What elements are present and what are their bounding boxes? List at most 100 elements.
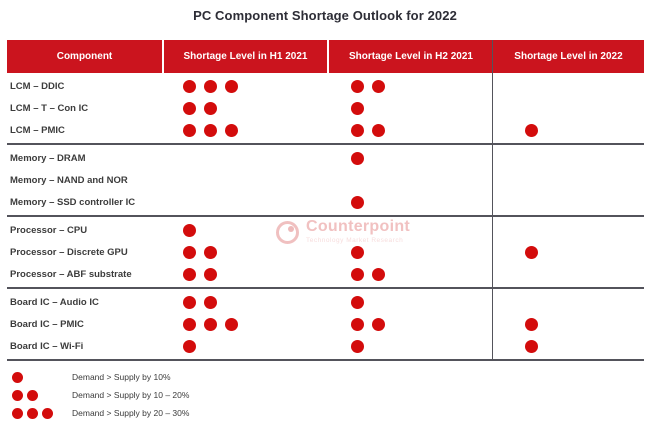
h1-2021-dots-cell (162, 335, 327, 357)
component-label: LCM – PMIC (10, 124, 65, 136)
component-group: Processor – CPU Processor – Discrete GPU P… (7, 217, 644, 289)
in-2022-dots-cell (493, 97, 644, 119)
shortage-dot-icon (204, 245, 217, 259)
shortage-dot-icon (351, 151, 364, 165)
component-label: Memory – DRAM (10, 152, 86, 164)
in-2022-dots-cell (493, 263, 644, 285)
component-label: Processor – CPU (10, 224, 88, 236)
in-2022-dots-cell (493, 75, 644, 97)
component-label: LCM – DDIC (10, 80, 65, 92)
h2-2021-dots-cell (327, 335, 493, 357)
column-header-component: Component (7, 40, 162, 73)
table-row: LCM – DDIC (7, 75, 644, 97)
in-2022-dots-cell (493, 147, 644, 169)
shortage-dot-icon (525, 123, 538, 137)
component-label: Processor – Discrete GPU (10, 246, 128, 258)
shortage-dot-icon (351, 317, 364, 331)
shortage-dot-icon (12, 371, 23, 383)
shortage-dot-icon (42, 407, 53, 419)
h2-2021-dots-cell (327, 97, 493, 119)
h1-2021-dots-cell (162, 147, 327, 169)
component-group: Memory – DRAM Memory – NAND and NOR Memory… (7, 145, 644, 217)
in-2022-dots-cell (493, 191, 644, 213)
h1-2021-dots-cell (162, 313, 327, 335)
shortage-dot-icon (183, 245, 196, 259)
shortage-dot-icon (183, 79, 196, 93)
h2-2021-dots-cell (327, 191, 493, 213)
shortage-dot-icon (372, 317, 385, 331)
shortage-dot-icon (27, 407, 38, 419)
h1-2021-dots-cell (162, 291, 327, 313)
table-row: Board IC – PMIC (7, 313, 644, 335)
in-2022-dots-cell (493, 119, 644, 141)
legend-label: Demand > Supply by 10% (72, 372, 171, 382)
in-2022-dots-cell (493, 313, 644, 335)
h2-2021-dots-cell (327, 313, 493, 335)
shortage-dot-icon (204, 317, 217, 331)
legend-dots-cell (12, 371, 64, 383)
in-2022-dots-cell (493, 291, 644, 313)
h1-2021-dots-cell (162, 263, 327, 285)
shortage-dot-icon (351, 295, 364, 309)
shortage-dot-icon (351, 101, 364, 115)
h2-2021-dots-cell (327, 119, 493, 141)
shortage-dot-icon (372, 79, 385, 93)
column-header-h1-2021: Shortage Level in H1 2021 (162, 40, 327, 73)
legend-dots-cell (12, 389, 64, 401)
h1-2021-dots-cell (162, 169, 327, 191)
shortage-dot-icon (12, 407, 23, 419)
shortage-dot-icon (183, 295, 196, 309)
h1-2021-dots-cell (162, 191, 327, 213)
shortage-dot-icon (183, 317, 196, 331)
shortage-dot-icon (372, 267, 385, 281)
in-2022-dots-cell (493, 241, 644, 263)
shortage-dot-icon (351, 339, 364, 353)
legend-item: Demand > Supply by 20 – 30% (12, 404, 189, 421)
legend-label: Demand > Supply by 20 – 30% (72, 408, 190, 418)
component-label: Memory – SSD controller IC (10, 196, 136, 208)
legend: Demand > Supply by 10% Demand > Supply by… (12, 368, 189, 421)
legend-item: Demand > Supply by 10% (12, 368, 189, 386)
component-label: Board IC – Audio IC (10, 296, 99, 308)
shortage-dot-icon (372, 123, 385, 137)
h2-2021-dots-cell (327, 75, 493, 97)
table-row: Board IC – Audio IC (7, 291, 644, 313)
table-row: Memory – SSD controller IC (7, 191, 644, 213)
legend-label: Demand > Supply by 10 – 20% (72, 390, 190, 400)
shortage-dot-icon (225, 317, 238, 331)
watermark-brand-name: Counterpoint (306, 218, 411, 235)
shortage-dot-icon (183, 101, 196, 115)
in-2022-dots-cell (493, 169, 644, 191)
shortage-dot-icon (12, 389, 23, 401)
shortage-dot-icon (351, 267, 364, 281)
h1-2021-dots-cell (162, 219, 327, 241)
component-group: LCM – DDIC LCM – T – Con IC LCM – PMIC (7, 73, 644, 145)
column-header-h2-2021: Shortage Level in H2 2021 (327, 40, 493, 73)
h2-2021-dots-cell (327, 263, 493, 285)
shortage-dot-icon (183, 223, 196, 237)
h2-2021-dots-cell (327, 147, 493, 169)
shortage-dot-icon (351, 245, 364, 259)
shortage-dot-icon (225, 79, 238, 93)
shortage-dot-icon (204, 123, 217, 137)
h2-2021-dots-cell (327, 291, 493, 313)
shortage-dot-icon (183, 123, 196, 137)
counterpoint-logo-icon (276, 221, 299, 244)
component-group: Board IC – Audio IC Board IC – PMIC Board … (7, 289, 644, 361)
table-row: Processor – ABF substrate (7, 263, 644, 285)
component-label: Board IC – PMIC (10, 318, 84, 330)
shortage-table: Component Shortage Level in H1 2021 Shor… (7, 40, 644, 361)
table-body: LCM – DDIC LCM – T – Con IC LCM – PMIC Memo… (7, 73, 644, 361)
shortage-dot-icon (183, 267, 196, 281)
h1-2021-dots-cell (162, 241, 327, 263)
shortage-dot-icon (525, 317, 538, 331)
shortage-dot-icon (351, 123, 364, 137)
component-label: Processor – ABF substrate (10, 268, 132, 280)
watermark-tagline: Technology Market Research (306, 237, 404, 244)
shortage-dot-icon (351, 195, 364, 209)
shortage-dot-icon (225, 123, 238, 137)
shortage-dot-icon (525, 245, 538, 259)
table-row: Memory – DRAM (7, 147, 644, 169)
page-title: PC Component Shortage Outlook for 2022 (193, 8, 457, 23)
